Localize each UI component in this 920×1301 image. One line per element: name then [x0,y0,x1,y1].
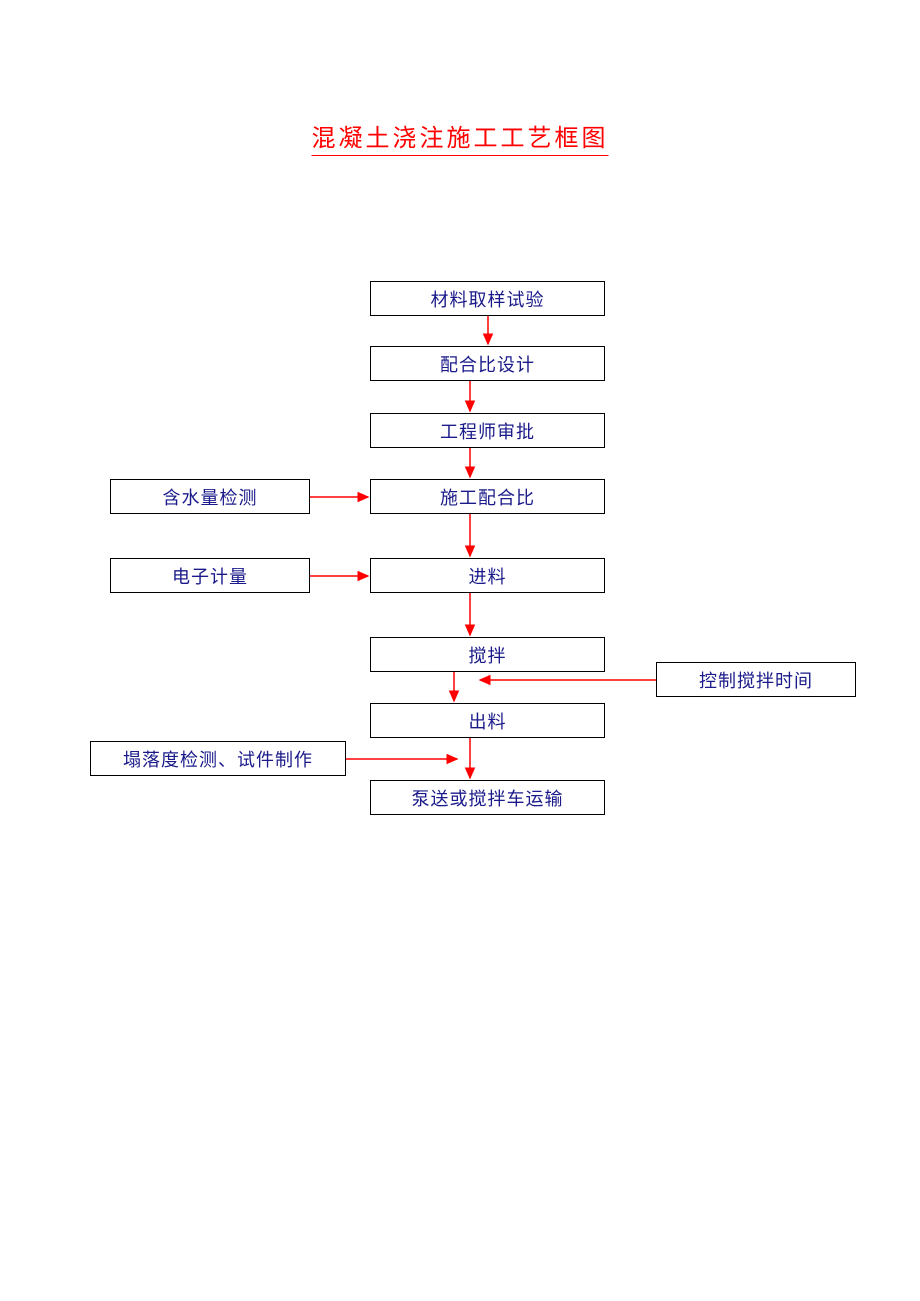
node-label: 塌落度检测、试件制作 [123,746,313,772]
node-mix-design: 配合比设计 [370,346,605,381]
node-construction-mix: 施工配合比 [370,479,605,514]
node-label: 配合比设计 [440,351,535,377]
node-slump-test: 塌落度检测、试件制作 [90,741,346,776]
node-label: 控制搅拌时间 [699,667,813,693]
node-feeding: 进料 [370,558,605,593]
node-label: 工程师审批 [440,418,535,444]
node-label: 施工配合比 [440,484,535,510]
node-label: 电子计量 [172,563,248,589]
node-label: 搅拌 [469,642,507,668]
node-label: 含水量检测 [163,484,258,510]
node-engineer-approval: 工程师审批 [370,413,605,448]
node-label: 进料 [469,563,507,589]
node-electronic-weighing: 电子计量 [110,558,310,593]
node-label: 出料 [469,708,507,734]
node-material-sampling: 材料取样试验 [370,281,605,316]
node-label: 材料取样试验 [431,286,545,312]
node-mixing: 搅拌 [370,637,605,672]
node-transport: 泵送或搅拌车运输 [370,780,605,815]
node-water-content: 含水量检测 [110,479,310,514]
flowchart-container: 混凝土浇注施工工艺框图 材料取样试验 配合比设计 工程师审批 施工配合比 进料 … [0,0,920,1301]
node-discharge: 出料 [370,703,605,738]
node-label: 泵送或搅拌车运输 [412,785,564,811]
node-mixing-time: 控制搅拌时间 [656,662,856,697]
page-title: 混凝土浇注施工工艺框图 [312,118,609,156]
